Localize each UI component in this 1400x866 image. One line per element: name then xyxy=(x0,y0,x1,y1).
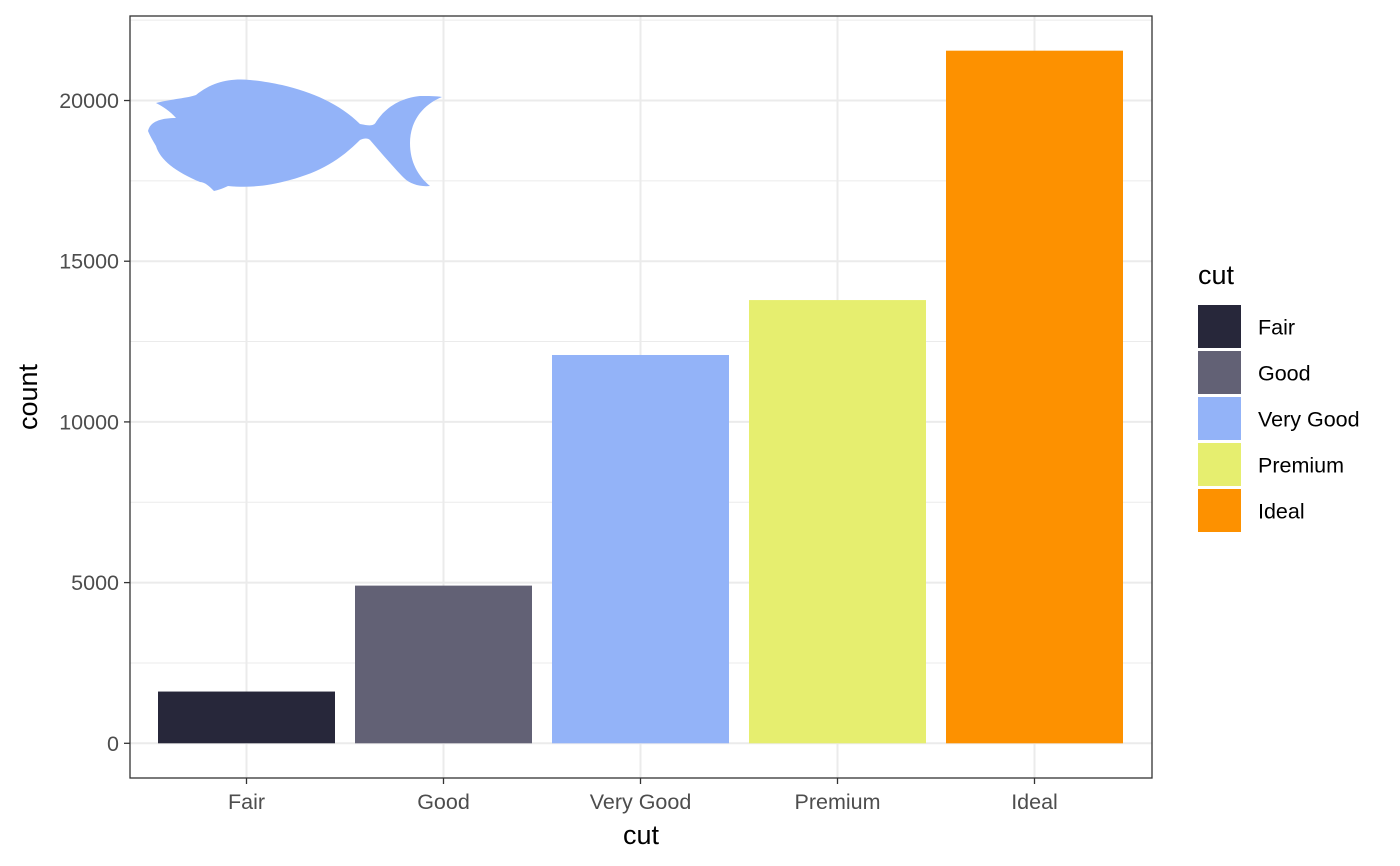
legend-key xyxy=(1198,397,1241,440)
legend-key xyxy=(1198,305,1241,348)
bar-good xyxy=(355,585,532,744)
fish-body xyxy=(148,79,442,191)
x-axis-title: cut xyxy=(623,820,660,850)
bar-fair xyxy=(158,691,335,744)
x-tick-label: Ideal xyxy=(1011,790,1058,814)
y-axis-title: count xyxy=(13,363,43,430)
bar-very-good xyxy=(552,354,729,744)
fish-icon xyxy=(148,79,442,191)
y-tick-label: 20000 xyxy=(59,89,119,113)
legend-label: Very Good xyxy=(1258,408,1360,432)
bar-premium xyxy=(749,300,926,744)
y-tick-label: 5000 xyxy=(71,571,119,595)
bar-ideal xyxy=(946,50,1123,744)
y-axis: 0 5000 10000 15000 20000 xyxy=(59,89,130,756)
legend-label: Good xyxy=(1258,362,1311,386)
y-tick-label: 10000 xyxy=(59,410,119,434)
x-axis: Fair Good Very Good Premium Ideal xyxy=(228,778,1058,814)
legend-items: Fair Good Very Good Premium Ideal xyxy=(1198,305,1360,532)
legend-key xyxy=(1198,443,1241,486)
x-tick-label: Good xyxy=(417,790,470,814)
x-tick-label: Fair xyxy=(228,790,265,814)
legend-label: Fair xyxy=(1258,316,1295,340)
y-tick-label: 0 xyxy=(107,732,119,756)
y-tick-label: 15000 xyxy=(59,250,119,274)
bars xyxy=(158,50,1123,744)
legend: cut Fair Good Very Good Premium Ideal xyxy=(1198,260,1360,532)
legend-key xyxy=(1198,351,1241,394)
legend-title: cut xyxy=(1198,260,1235,290)
legend-label: Ideal xyxy=(1258,500,1305,524)
x-tick-label: Very Good xyxy=(590,790,692,814)
x-tick-label: Premium xyxy=(794,790,880,814)
legend-key xyxy=(1198,489,1241,532)
legend-label: Premium xyxy=(1258,454,1344,478)
